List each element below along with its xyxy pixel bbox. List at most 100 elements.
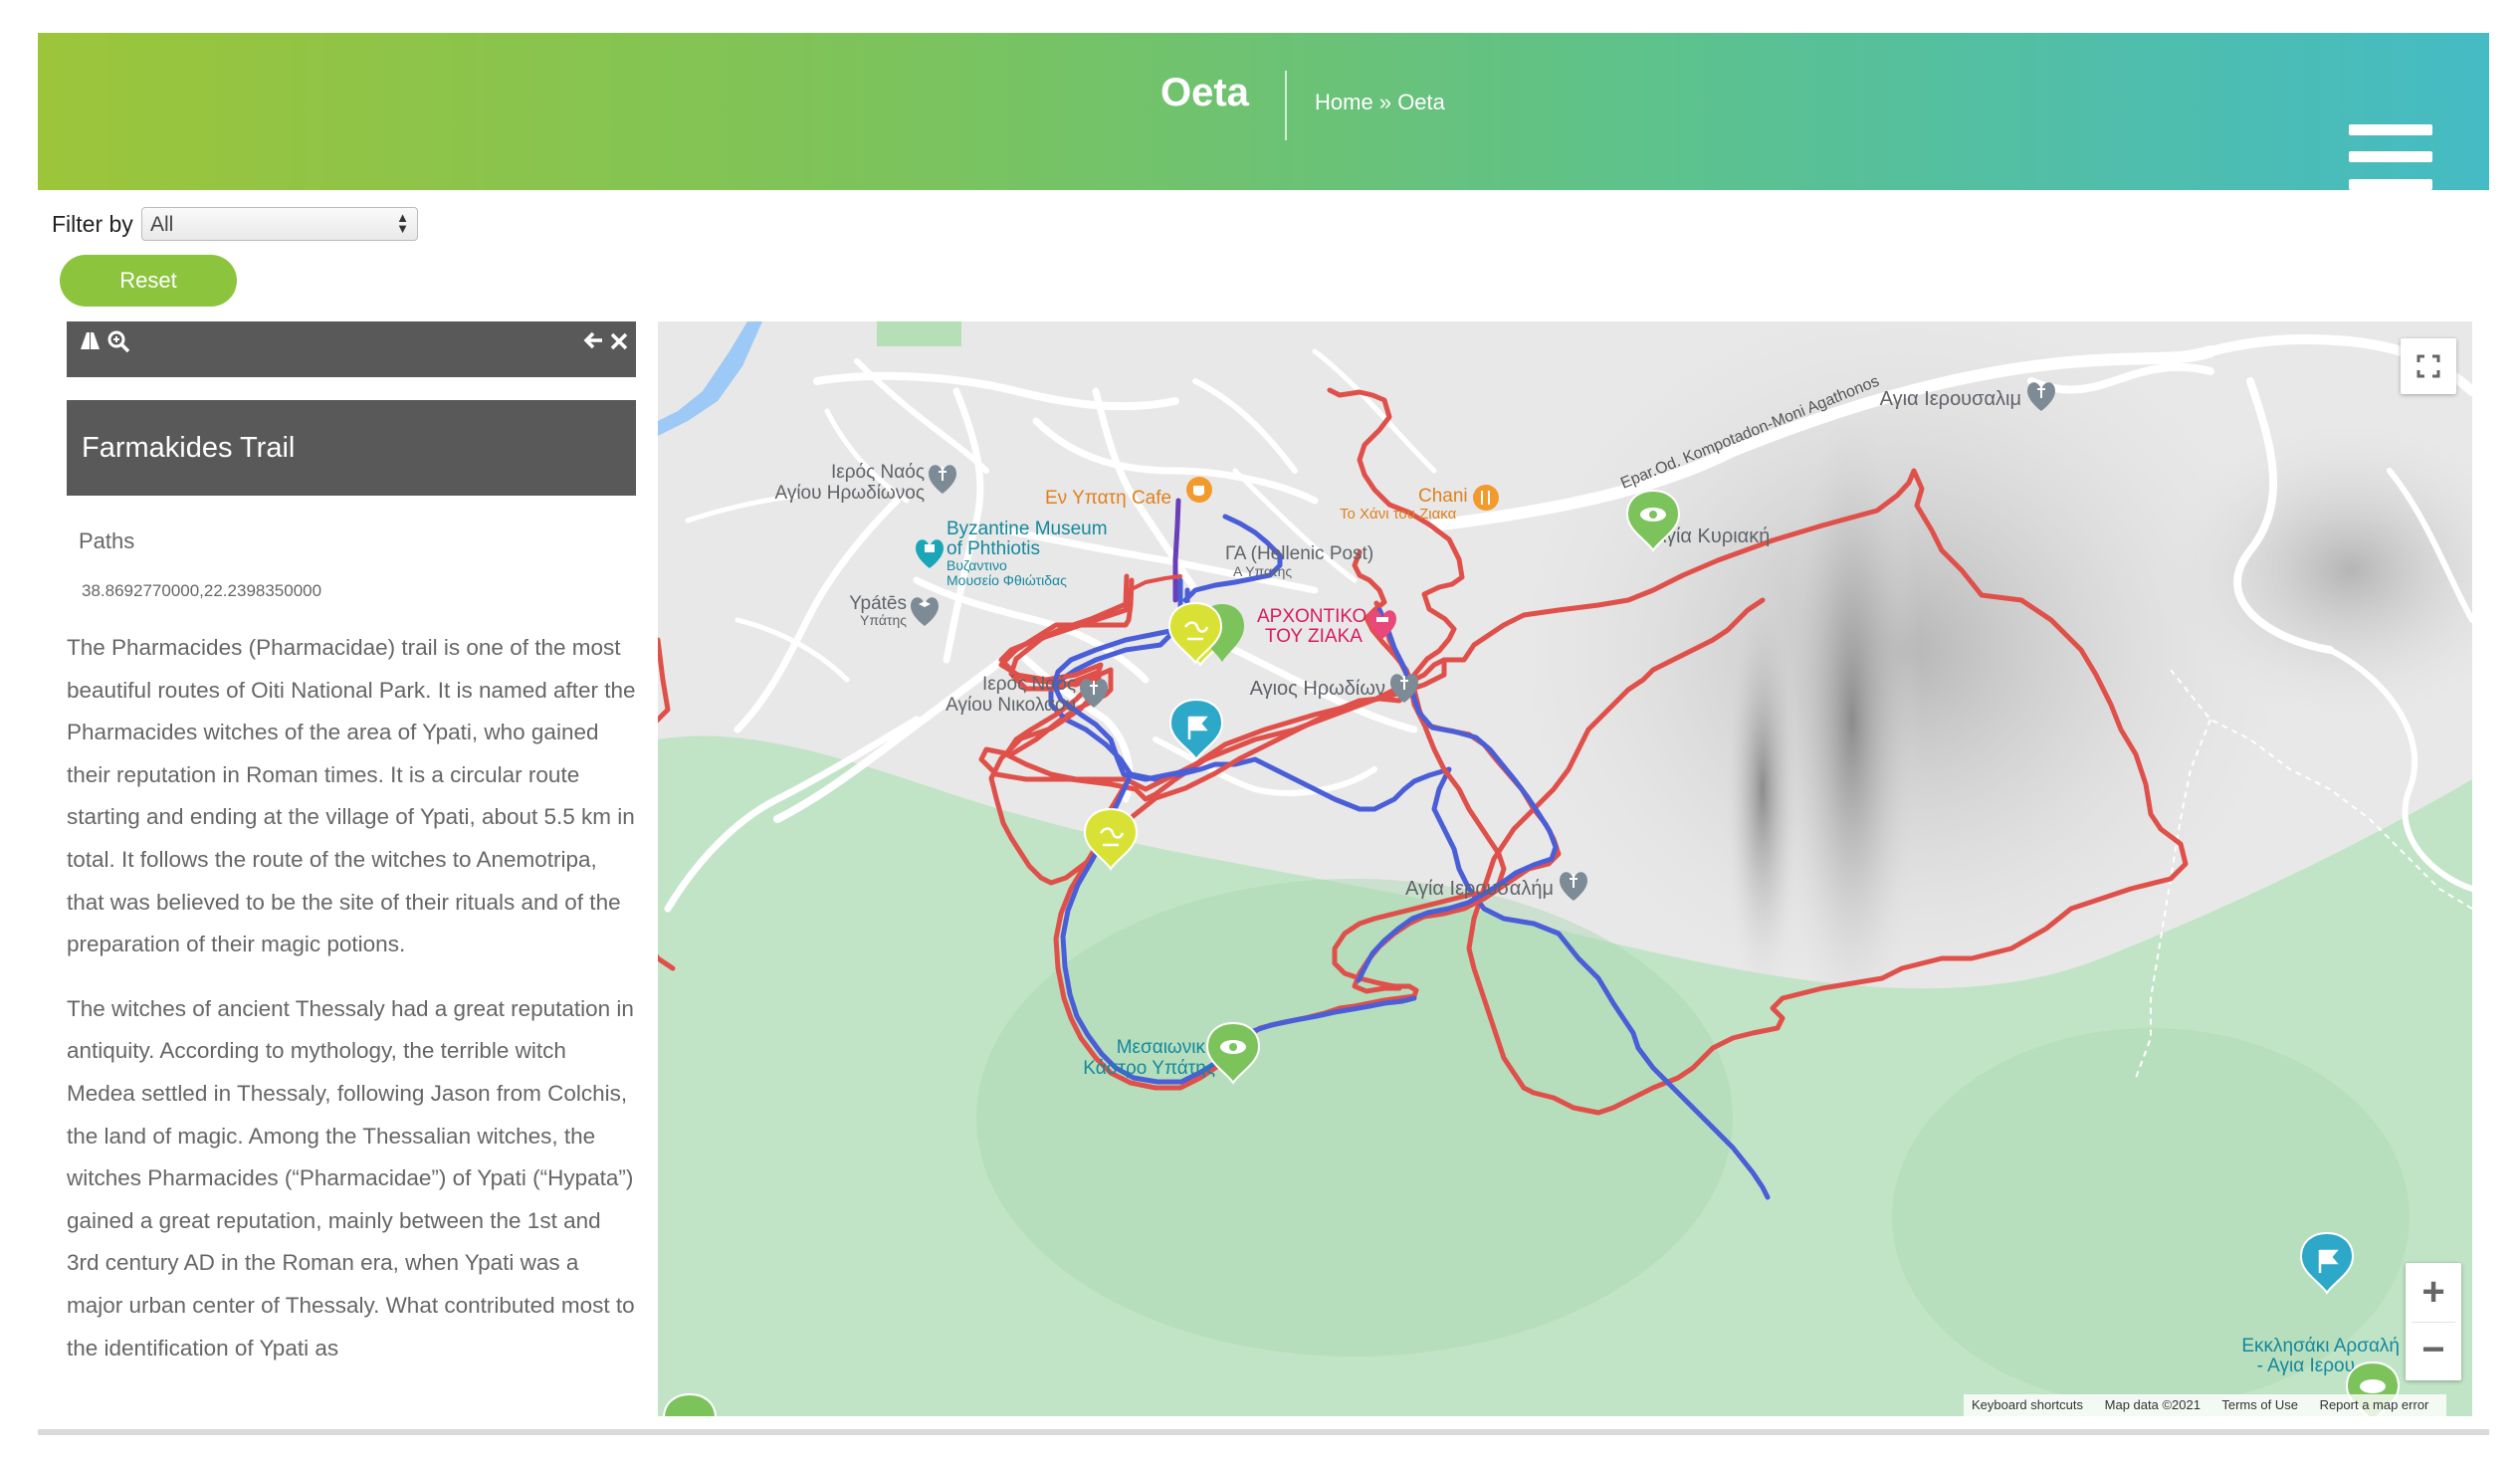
terrain-ridge [1783, 381, 1922, 1058]
poi-label: ΤΟΥ ΖΙΑΚΑ [1265, 626, 1363, 647]
footpath [2135, 719, 2211, 1079]
trail-title: Farmakides Trail [82, 432, 296, 464]
zoom-in-button[interactable]: + [2421, 1270, 2445, 1314]
directions-icon[interactable] [79, 329, 101, 357]
zoom-out-button[interactable]: − [2421, 1328, 2445, 1371]
poi-label: Αγιος Ηρωδίων [1250, 678, 1385, 700]
page-title: Oeta [1160, 71, 1249, 114]
footpath [2170, 669, 2472, 910]
poi-label: Αγίου Νικολάου [945, 695, 1076, 716]
cafe-icon[interactable] [1186, 477, 1212, 503]
poi-label: Αγίου Ηρωδίωνος [774, 483, 925, 504]
description-paragraph: The Pharmacides (Pharmacidae) trail is o… [67, 635, 636, 957]
map-data-text: Map data ©2021 [2104, 1397, 2201, 1412]
footer-divider [38, 1429, 2489, 1435]
start-flag-icon[interactable] [1168, 698, 1224, 761]
poi-label: Εν Υπατη Cafe [1045, 488, 1171, 509]
viewpoint-marker[interactable] [1625, 489, 1681, 552]
breadcrumb-home-link[interactable]: Home [1315, 90, 1373, 114]
green-area [877, 321, 961, 346]
trail-coordinates: 38.8692770000,22.2398350000 [82, 581, 322, 600]
zoom-in-icon[interactable] [106, 329, 130, 359]
reset-button[interactable]: Reset [60, 255, 237, 307]
church-icon[interactable] [1560, 872, 1587, 901]
poi-label: Βυζαντινο [946, 557, 1007, 573]
zoom-control: + − [2406, 1263, 2461, 1380]
zoom-divider [2412, 1322, 2455, 1323]
road-network [664, 334, 2472, 913]
fullscreen-button[interactable] [2401, 338, 2456, 394]
trail-loop-red [988, 387, 1465, 886]
back-arrow-icon[interactable] [582, 329, 604, 357]
poi-label: Το Χάνι του Ζιακα [1340, 506, 1457, 523]
fullscreen-icon [2416, 354, 2440, 378]
filter-label: Filter by [52, 211, 133, 237]
poi-label: Α Υπατης [1233, 563, 1292, 579]
trail-town [1124, 498, 1283, 603]
park-shade [976, 879, 1733, 1357]
trail-markers [663, 489, 2401, 1416]
poi-label: Μουσείο Φθιώτιδας [946, 572, 1067, 588]
terrain-shade [2151, 411, 2472, 730]
site-header: Oeta Home » Oeta [38, 33, 2489, 190]
church-icon[interactable] [2027, 382, 2055, 411]
filter-select[interactable]: All ▲ ▼ [141, 207, 418, 241]
filter-selected-value: All [150, 213, 174, 236]
trail-east-loop [1352, 600, 1562, 994]
trail-town-blue [1182, 514, 1283, 603]
paths-label: Paths [79, 528, 135, 553]
poi-label: Μεσαιωνικ [1117, 1037, 1206, 1058]
national-park-area [658, 735, 2472, 1416]
map-view[interactable]: Ιερός Ναός Αγίου Ηρωδίωνος Εν Υπατη Cafe… [658, 321, 2472, 1416]
keyboard-shortcuts-link[interactable]: Keyboard shortcuts [1972, 1397, 2084, 1412]
poi-label: - Αγια Ιερου [2257, 1356, 2355, 1376]
hotel-icon[interactable] [1368, 610, 1396, 639]
trail-main-loop [988, 387, 1465, 886]
poi-label: Chani [1418, 486, 1468, 507]
flag-marker[interactable] [2299, 1231, 2355, 1295]
select-arrows-icon: ▲ ▼ [396, 210, 409, 236]
trail-red-lower [998, 587, 1447, 792]
viewpoint-marker[interactable] [663, 1392, 717, 1416]
museum-icon[interactable] [916, 539, 944, 568]
poi-label: Byzantine Museum [946, 519, 1108, 539]
park-shade [1892, 1028, 2410, 1406]
poi-marker-yellow[interactable] [1167, 601, 1223, 665]
trail-town-red [1124, 574, 1182, 594]
trail-title-bar: Farmakides Trail [67, 400, 636, 496]
church-icon[interactable] [1080, 679, 1108, 708]
map-attribution: Keyboard shortcuts Map data ©2021 Terms … [1964, 1394, 2447, 1416]
close-icon[interactable] [609, 329, 629, 357]
menu-icon[interactable] [2349, 124, 2432, 190]
poi-label: Κάστρο Υπάτης [1083, 1058, 1215, 1079]
poi-label: Υπάτης [860, 612, 907, 628]
poi-label: Εκκλησάκι Αρσαλή [2241, 1336, 2400, 1357]
church-icon[interactable] [929, 465, 956, 494]
poi-label: Αγία Κυριακή [1653, 525, 1770, 547]
map-canvas[interactable]: Ιερός Ναός Αγίου Ηρωδίωνος Εν Υπατη Cafe… [658, 321, 2472, 1416]
restaurant-icon[interactable] [1473, 485, 1499, 511]
poi-label: Ιερός Ναός [831, 462, 925, 483]
trail-town-purple [1172, 498, 1181, 603]
trail-south-blue [1060, 776, 1417, 1085]
report-error-link[interactable]: Report a map error [2319, 1397, 2429, 1412]
breadcrumb: Home » Oeta [1315, 90, 1445, 115]
poi-label: Αγια Ιερουσαλιμ [1880, 388, 2021, 410]
church-icon[interactable] [1390, 674, 1418, 703]
poi-label: ΑΡΧΟΝΤΙΚΟ [1257, 606, 1366, 627]
poi-label: of Phthiotis [946, 538, 1040, 559]
poi-marker-yellow[interactable] [1083, 807, 1139, 871]
school-icon[interactable] [911, 597, 939, 626]
trail-description: The Pharmacides (Pharmacidae) trail is o… [67, 627, 639, 1413]
poi-label: Ιερός Ναός [982, 674, 1076, 695]
terrain-ridge [1723, 570, 1802, 1008]
poi-label: ΓΑ (Hellenic Post) [1225, 543, 1373, 564]
trail-blue-upper [1051, 587, 1198, 782]
trail-east-blue [1356, 607, 1559, 983]
viewpoint-marker[interactable] [1205, 1021, 1261, 1085]
terms-link[interactable]: Terms of Use [2221, 1397, 2298, 1412]
sidebar-toolbar [67, 321, 636, 377]
header-divider [1285, 71, 1287, 140]
river [658, 321, 762, 436]
breadcrumb-current: Oeta [1397, 90, 1445, 114]
